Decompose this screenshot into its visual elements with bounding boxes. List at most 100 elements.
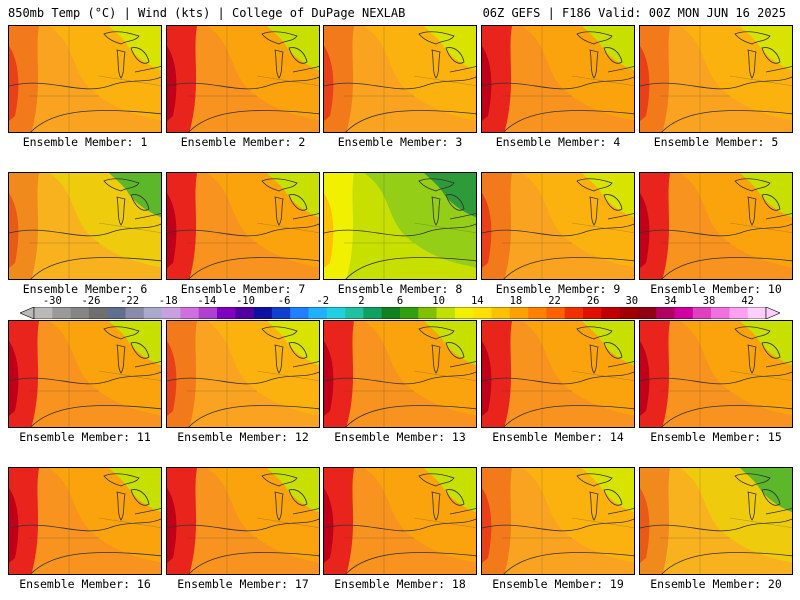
ensemble-map-panel xyxy=(481,25,635,133)
colorbar-tick-label: -30 xyxy=(42,295,62,307)
ensemble-map-panel xyxy=(8,25,162,133)
ensemble-member-label: Ensemble Member: 4 xyxy=(495,135,621,149)
temperature-map xyxy=(167,321,319,427)
temperature-map xyxy=(9,26,161,132)
ensemble-map-panel xyxy=(8,467,162,575)
ensemble-map-panel xyxy=(639,467,793,575)
ensemble-map-panel xyxy=(8,172,162,280)
colorbar-tick-label: 18 xyxy=(509,295,523,307)
ensemble-member-label: Ensemble Member: 6 xyxy=(22,282,148,296)
colorbar-swatch xyxy=(52,307,71,319)
temperature-map xyxy=(640,468,792,574)
colorbar-swatch xyxy=(88,307,108,319)
colorbar-swatch xyxy=(656,307,675,319)
ensemble-member-label: Ensemble Member: 10 xyxy=(650,282,782,296)
ensemble-member-label: Ensemble Member: 19 xyxy=(492,577,624,591)
ensemble-map-panel xyxy=(166,25,320,133)
ensemble-member-label: Ensemble Member: 3 xyxy=(337,135,463,149)
colorbar-swatch xyxy=(601,307,620,319)
ensemble-map-panel xyxy=(166,320,320,428)
colorbar-swatch xyxy=(180,307,199,319)
colorbar-swatch xyxy=(491,307,511,319)
temperature-map xyxy=(482,468,634,574)
ensemble-member-label: Ensemble Member: 16 xyxy=(19,577,151,591)
colorbar-tick-label: -2 xyxy=(316,295,330,307)
colorbar-swatch xyxy=(253,307,273,319)
colorbar-tick-label: -6 xyxy=(277,295,291,307)
ensemble-member-label: Ensemble Member: 12 xyxy=(177,430,309,444)
colorbar-swatch xyxy=(418,307,437,319)
colorbar-swatch xyxy=(107,307,126,319)
colorbar-tick-label: 10 xyxy=(432,295,445,307)
colorbar-swatch xyxy=(747,307,767,319)
ensemble-member-label: Ensemble Member: 7 xyxy=(180,282,306,296)
colorbar-swatch xyxy=(674,307,694,319)
colorbar-swatch xyxy=(381,307,401,319)
colorbar-swatch xyxy=(692,307,712,319)
colorbar-swatch xyxy=(711,307,730,319)
ensemble-map-panel xyxy=(639,25,793,133)
colorbar-tick-label: 34 xyxy=(664,295,677,307)
colorbar-swatch xyxy=(637,307,657,319)
ensemble-member-label: Ensemble Member: 9 xyxy=(495,282,621,296)
colorbar-tick-label: 2 xyxy=(358,295,365,307)
ensemble-map-panel xyxy=(8,320,162,428)
colorbar-tick-label: 6 xyxy=(396,295,404,307)
colorbar-tick-label: 30 xyxy=(625,295,639,307)
temperature-map xyxy=(640,321,792,427)
ensemble-member-label: Ensemble Member: 13 xyxy=(334,430,466,444)
colorbar-swatch xyxy=(436,307,456,319)
colorbar-tick-label: -14 xyxy=(197,295,217,307)
ensemble-map-panel xyxy=(323,25,477,133)
ensemble-map-panel xyxy=(481,467,635,575)
colorbar-tick-label: 38 xyxy=(702,295,716,307)
colorbar-swatch xyxy=(198,307,218,319)
ensemble-map-panel xyxy=(323,172,477,280)
colorbar-swatch xyxy=(345,307,364,319)
ensemble-member-label: Ensemble Member: 1 xyxy=(22,135,148,149)
temperature-map xyxy=(640,26,792,132)
colorbar-tick-label: 42 xyxy=(741,295,755,307)
colorbar-swatch xyxy=(290,307,309,319)
colorbar-swatch xyxy=(162,307,181,319)
colorbar-swatch xyxy=(619,307,639,319)
colorbar-tick-label: -22 xyxy=(120,295,140,307)
colorbar-swatch xyxy=(546,307,565,319)
colorbar-swatch xyxy=(34,307,53,319)
ensemble-map-panel xyxy=(481,320,635,428)
colorbar-tick-label: 22 xyxy=(548,295,561,307)
colorbar-swatch xyxy=(363,307,382,319)
temperature-map xyxy=(482,321,634,427)
colorbar-swatch xyxy=(454,307,474,319)
ensemble-map-panel xyxy=(166,467,320,575)
temperature-map xyxy=(9,173,161,279)
colorbar-swatch xyxy=(528,307,547,319)
ensemble-member-label: Ensemble Member: 14 xyxy=(492,430,624,444)
colorbar-swatch xyxy=(217,307,236,319)
temperature-map xyxy=(324,468,476,574)
colorbar-tick-label: 14 xyxy=(470,295,484,307)
ensemble-member-label: Ensemble Member: 15 xyxy=(650,430,782,444)
colorbar-swatch xyxy=(509,307,529,319)
colorbar-tick-label: -18 xyxy=(158,295,178,307)
colorbar-swatch xyxy=(564,307,584,319)
colorbar-swatch xyxy=(729,307,748,319)
temperature-map xyxy=(167,173,319,279)
ensemble-member-label: Ensemble Member: 18 xyxy=(334,577,466,591)
ensemble-map-panel xyxy=(323,320,477,428)
colorbar-swatch xyxy=(125,307,145,319)
temperature-map xyxy=(167,26,319,132)
colorbar-swatch xyxy=(143,307,163,319)
ensemble-member-label: Ensemble Member: 5 xyxy=(653,135,779,149)
temperature-colorbar xyxy=(20,307,780,319)
temperature-map xyxy=(167,468,319,574)
model-run-info: 06Z GEFS | F186 Valid: 00Z MON JUN 16 20… xyxy=(482,6,786,20)
map-title: 850mb Temp (°C) | Wind (kts) | College o… xyxy=(8,6,406,20)
ensemble-member-label: Ensemble Member: 20 xyxy=(650,577,782,591)
colorbar-tick-label: 26 xyxy=(586,295,600,307)
ensemble-map-panel xyxy=(481,172,635,280)
ensemble-map-panel xyxy=(166,172,320,280)
ensemble-map-panel xyxy=(639,320,793,428)
ensemble-member-label: Ensemble Member: 8 xyxy=(337,282,463,296)
ensemble-member-label: Ensemble Member: 2 xyxy=(180,135,306,149)
